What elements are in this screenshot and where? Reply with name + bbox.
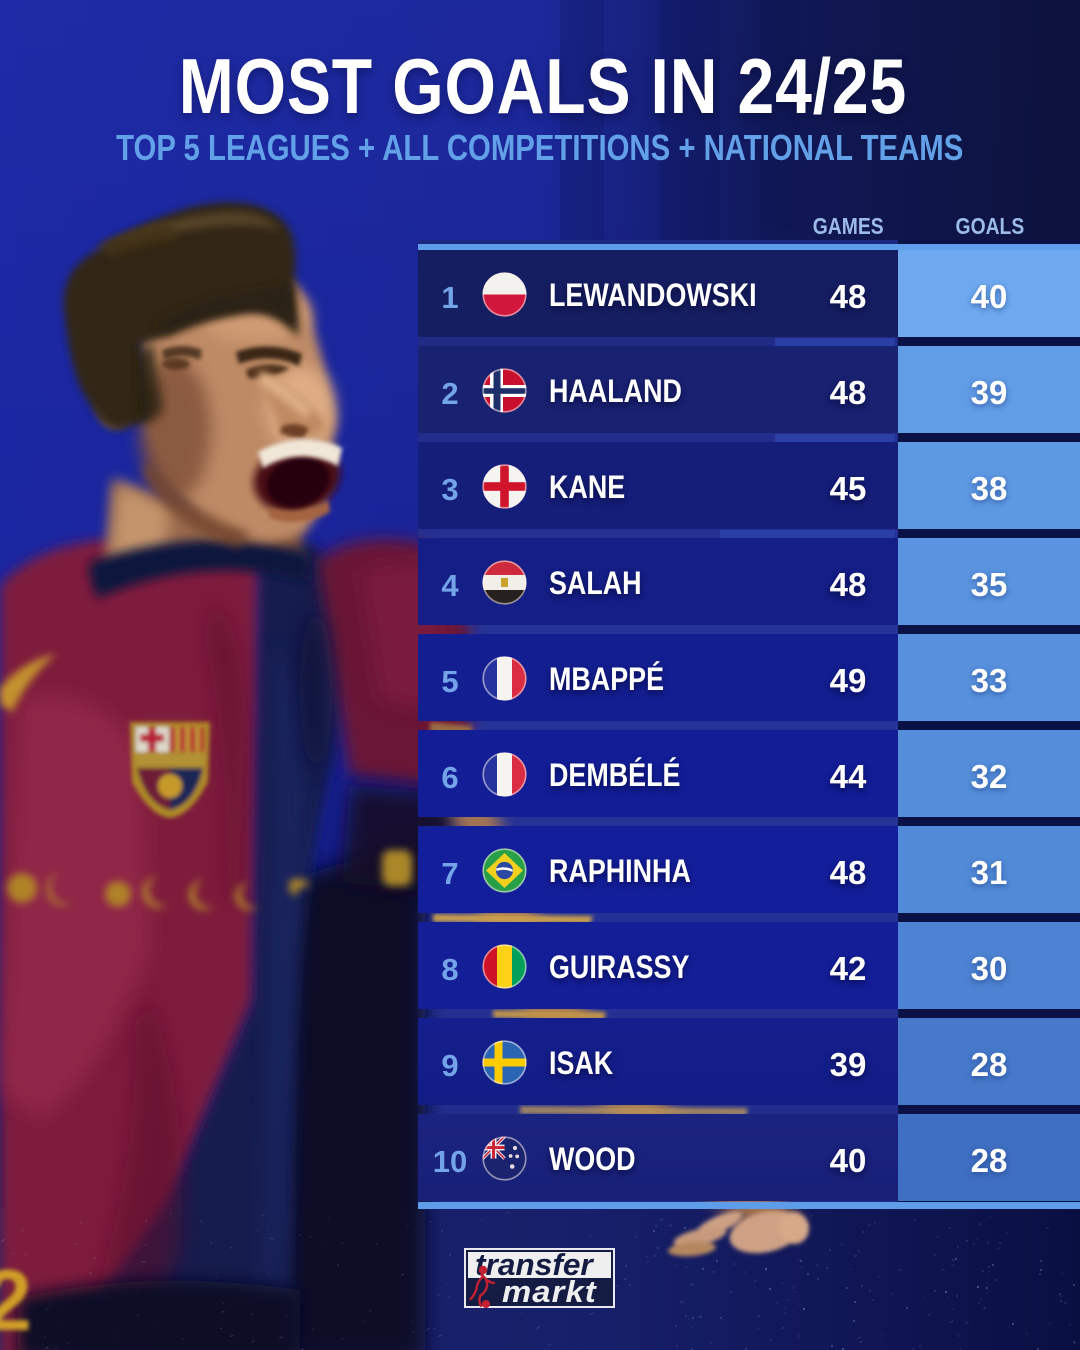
- svg-text:2: 2: [0, 1253, 32, 1349]
